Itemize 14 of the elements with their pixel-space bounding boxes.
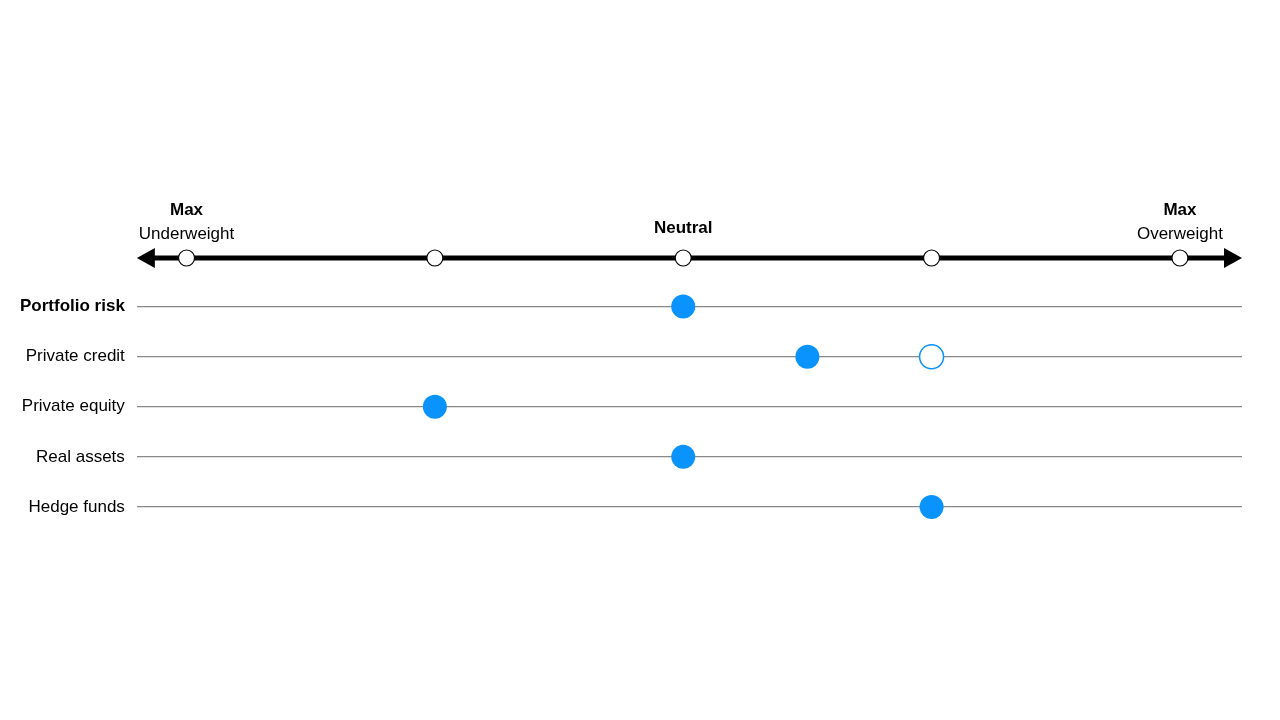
- point: [795, 344, 820, 369]
- y-tick-label: Portfolio risk: [19, 296, 126, 316]
- text: Max Overweight: [1136, 200, 1224, 243]
- y-tick-label: Hedge funds: [28, 496, 125, 516]
- point: [422, 394, 447, 419]
- point: [918, 343, 945, 370]
- y-tick-label: Private credit: [25, 346, 126, 366]
- y-tick-label: Real assets: [36, 446, 125, 466]
- text: Neutral: [653, 218, 713, 237]
- point: [919, 494, 944, 519]
- point: [671, 294, 696, 319]
- text: Max Underweight: [138, 200, 235, 243]
- point: [671, 444, 696, 469]
- y-tick-label: Private equity: [21, 396, 126, 416]
